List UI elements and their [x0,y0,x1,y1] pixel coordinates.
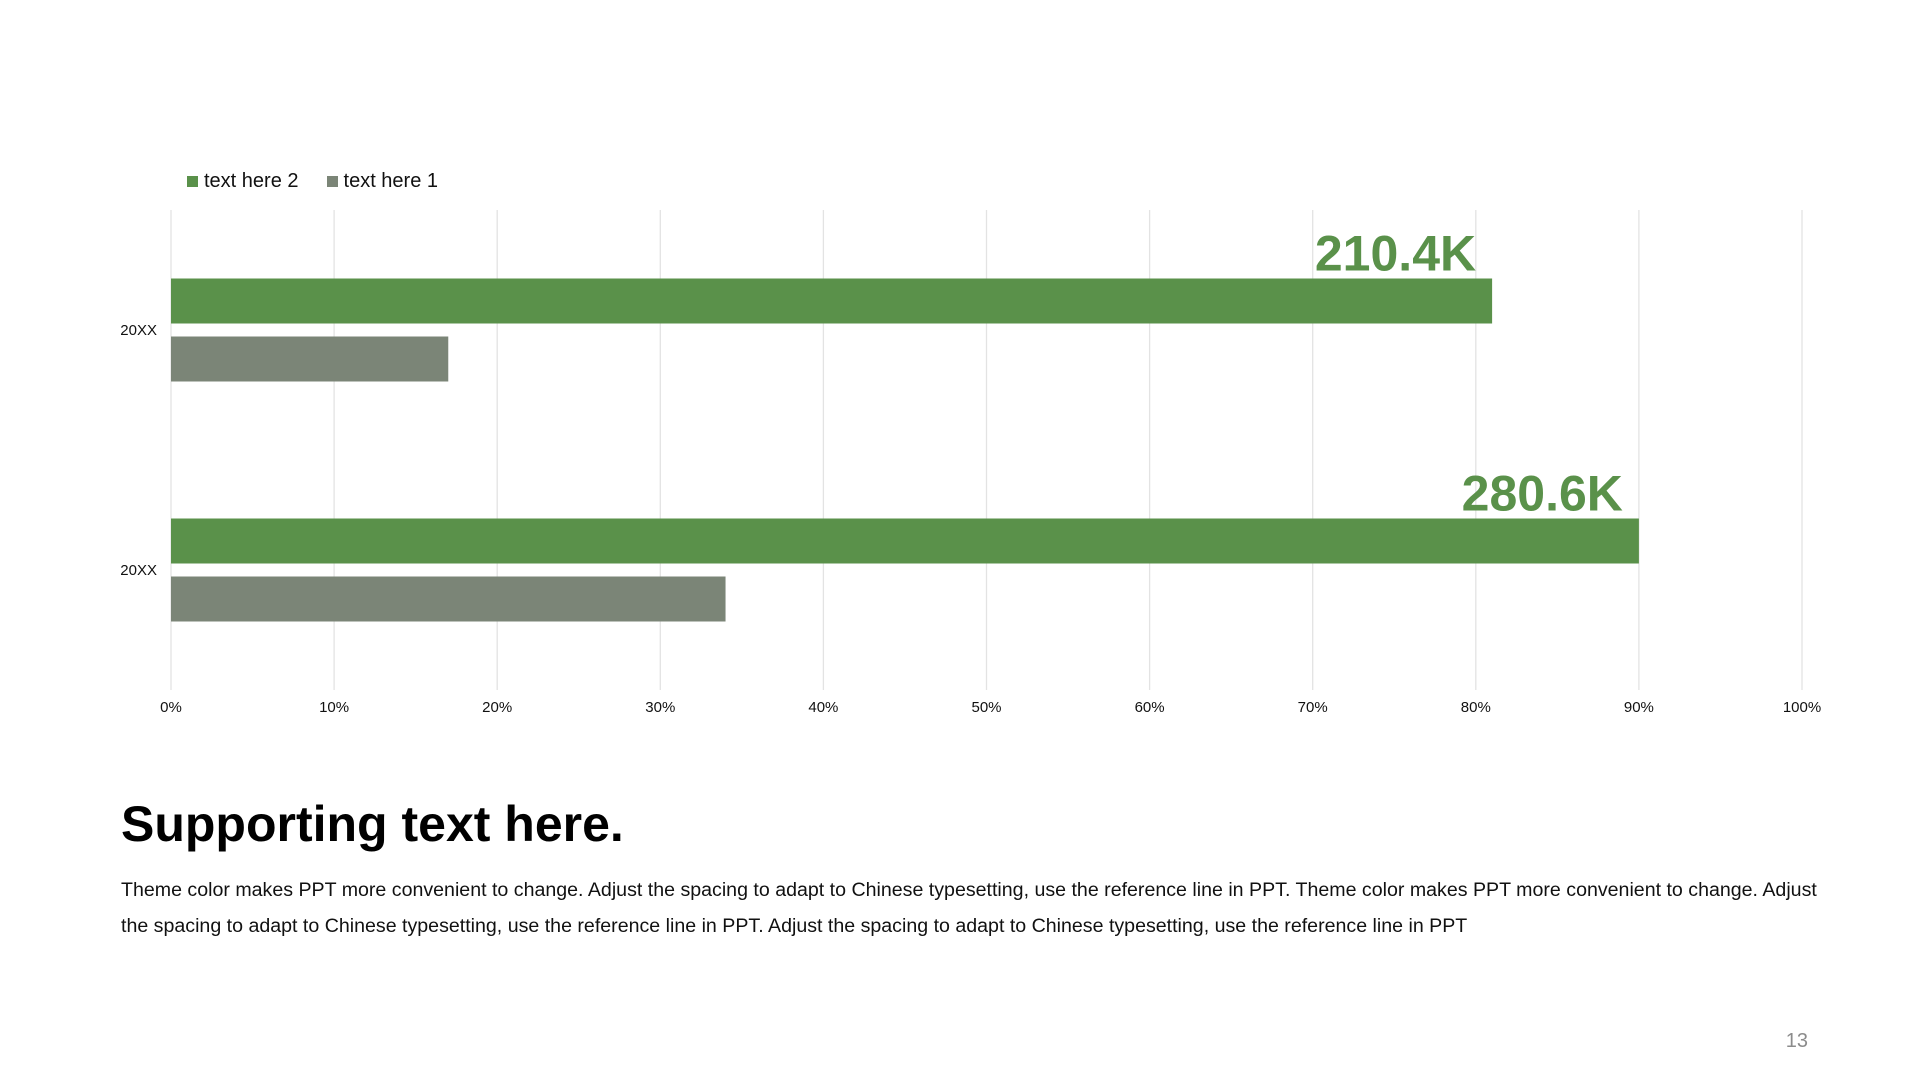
page-number: 13 [1785,1030,1808,1052]
chart-canvas: 0% 10% 20% 30% 40% 50% 60% 70% 80% 90% 100% 20XX 210… [120,210,1821,716]
data-label: 280.6K [1462,466,1623,522]
x-tick-label: 70% [1298,699,1328,716]
bar-series-1 [171,576,726,622]
legend-swatch-series-1 [326,176,338,187]
x-tick-label: 100% [1783,699,1821,716]
x-tick-label: 20% [482,699,512,716]
x-tick-label: 60% [1135,699,1165,716]
bar-series-1 [171,336,449,382]
x-tick-label: 80% [1461,699,1491,716]
legend-swatch-series-2 [187,176,198,187]
supporting-title: Supporting text here. [121,796,624,852]
x-tick-label: 90% [1624,699,1654,716]
data-label: 210.4K [1315,226,1476,282]
x-tick-label: 40% [808,699,838,716]
x-tick-label: 50% [971,699,1001,716]
bar-series-2 [171,278,1493,324]
y-category-label: 20XX [120,562,157,579]
legend-item-series-2: text here 2 [187,170,299,193]
legend-label-series-2: text here 2 [204,170,299,192]
legend-item-series-1: text here 1 [326,170,439,193]
bar-series-2 [171,518,1639,564]
chart-legend: text here 2 text here 1 [187,170,438,193]
x-tick-label: 0% [160,699,182,716]
legend-label-series-1: text here 1 [343,170,439,192]
bar-chart: 0% 10% 20% 30% 40% 50% 60% 70% 80% 90% 100% 20XX 210… [120,170,1821,716]
y-category-label: 20XX [120,322,157,339]
x-tick-label: 30% [645,699,675,716]
supporting-body: Theme color makes PPT more convenient to… [121,879,1817,937]
x-tick-label: 10% [319,699,349,716]
